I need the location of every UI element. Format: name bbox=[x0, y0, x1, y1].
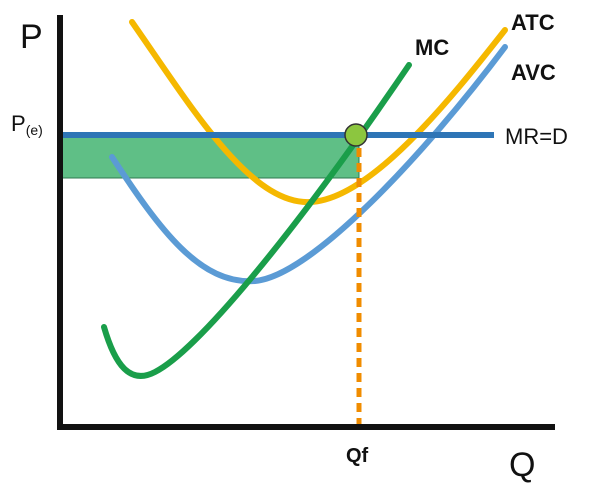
intersection-dot bbox=[344, 123, 368, 147]
avc-curve bbox=[109, 44, 508, 285]
mc-label: MC bbox=[415, 35, 449, 60]
x-axis-label: Q bbox=[509, 446, 535, 484]
y-axis-label: P bbox=[20, 18, 43, 56]
mc-curve bbox=[101, 62, 412, 379]
qf-label: Qf bbox=[346, 445, 369, 467]
price-label-main: P bbox=[11, 111, 26, 136]
avc-label: AVC bbox=[511, 60, 556, 85]
profit-area bbox=[59, 134, 360, 179]
atc-label: ATC bbox=[511, 10, 555, 35]
price-label-sub: (e) bbox=[26, 122, 43, 138]
mr-label: MR=D bbox=[505, 124, 568, 149]
price-label: P(e) bbox=[11, 111, 43, 138]
